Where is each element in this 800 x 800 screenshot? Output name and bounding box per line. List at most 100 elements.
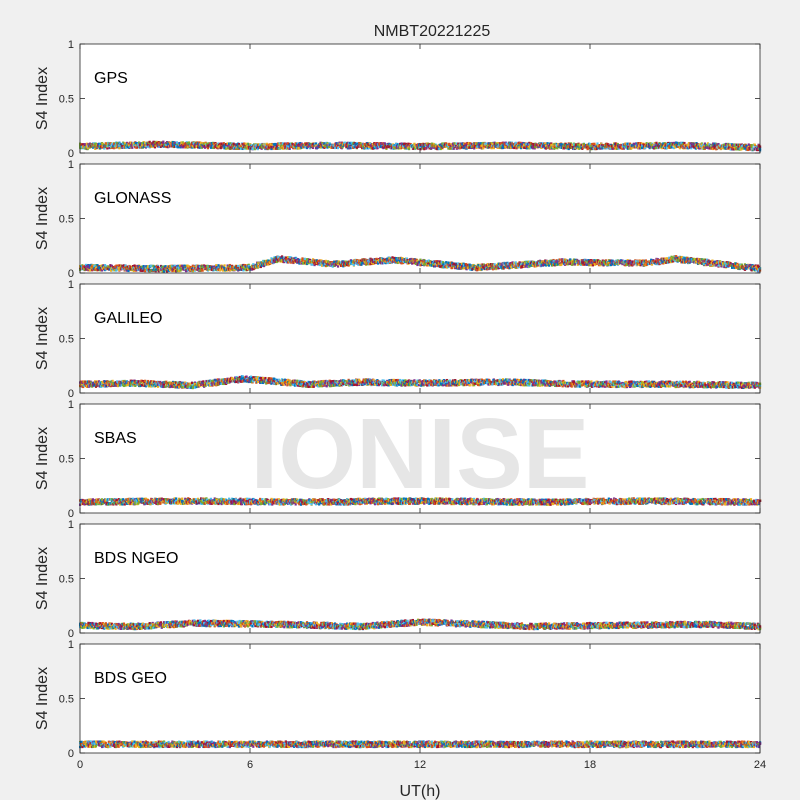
data-point: [569, 143, 573, 146]
data-point: [425, 146, 428, 150]
data-point: [717, 142, 720, 146]
data-point: [650, 258, 653, 262]
data-point: [336, 265, 340, 268]
data-point: [619, 261, 622, 264]
data-point: [457, 264, 460, 268]
data-point: [280, 143, 284, 147]
data-point: [367, 260, 370, 263]
data-point: [360, 263, 363, 266]
data-point: [218, 267, 221, 271]
data-point: [396, 261, 399, 265]
data-point: [94, 147, 97, 150]
data-point: [127, 269, 130, 273]
data-point: [459, 146, 462, 150]
data-point: [180, 141, 183, 144]
data-point: [533, 147, 536, 150]
data-point: [602, 143, 605, 147]
data-point: [298, 262, 301, 265]
data-point: [675, 141, 678, 144]
data-point: [260, 145, 263, 149]
data-point: [168, 266, 171, 270]
data-point: [233, 268, 236, 271]
data-point: [566, 143, 569, 147]
data-point: [324, 144, 328, 148]
y-tick-label: 1: [68, 39, 74, 51]
data-point: [572, 146, 575, 149]
data-point: [296, 142, 300, 145]
data-point: [110, 264, 113, 268]
data-point: [747, 145, 750, 148]
data-point: [402, 260, 405, 264]
data-point: [519, 143, 523, 146]
data-point: [274, 256, 278, 259]
data-point: [515, 264, 518, 267]
data-point: [169, 268, 172, 272]
data-point: [423, 263, 426, 266]
data-point: [310, 142, 313, 146]
data-point: [661, 144, 664, 147]
data-point: [397, 258, 400, 262]
data-point: [665, 146, 669, 150]
data-point: [484, 142, 487, 145]
data-point: [427, 264, 430, 267]
data-point: [500, 145, 503, 148]
data-point: [462, 146, 465, 150]
data-point: [683, 146, 686, 149]
data-point: [125, 269, 129, 272]
data-point: [183, 264, 186, 267]
data-point: [712, 142, 715, 145]
data-point: [251, 147, 254, 151]
data-point: [300, 262, 303, 265]
data-point: [469, 142, 472, 145]
data-point: [446, 263, 449, 266]
data-point: [641, 146, 644, 150]
data-point: [175, 141, 179, 144]
data-point: [750, 146, 753, 149]
data-point: [343, 141, 346, 144]
data-point: [457, 262, 460, 265]
data-point: [131, 268, 134, 271]
data-point: [504, 145, 508, 149]
data-point: [469, 268, 472, 271]
data-point: [270, 147, 273, 151]
data-point: [237, 142, 241, 146]
data-point: [428, 147, 431, 150]
data-point: [288, 147, 291, 150]
data-point: [255, 143, 258, 147]
data-point: [207, 142, 210, 145]
data-point: [311, 146, 315, 150]
data-point: [422, 142, 425, 146]
data-point: [209, 266, 212, 270]
data-point: [136, 264, 139, 268]
data-point: [482, 141, 485, 145]
data-point: [526, 263, 529, 266]
data-point: [295, 145, 298, 149]
data-point: [595, 147, 598, 151]
data-point: [528, 141, 531, 145]
data-point: [360, 144, 363, 147]
data-point: [358, 143, 362, 147]
data-point: [435, 260, 438, 263]
data-point: [482, 145, 486, 148]
data-point: [660, 146, 663, 150]
data-point: [206, 146, 210, 150]
data-point: [620, 144, 623, 147]
data-point: [499, 143, 502, 146]
data-point: [113, 265, 116, 268]
data-point: [496, 264, 499, 268]
data-point: [534, 145, 537, 149]
data-point: [226, 264, 229, 267]
data-point: [156, 145, 160, 148]
data-point: [605, 147, 608, 150]
data-point: [116, 145, 119, 149]
data-point: [628, 142, 632, 146]
data-point: [467, 266, 470, 270]
data-point: [315, 142, 318, 145]
data-point: [423, 145, 426, 148]
data-point: [261, 261, 264, 265]
data-point: [212, 265, 216, 268]
data-point: [380, 259, 383, 262]
data-point: [302, 260, 306, 263]
data-point: [357, 263, 360, 266]
